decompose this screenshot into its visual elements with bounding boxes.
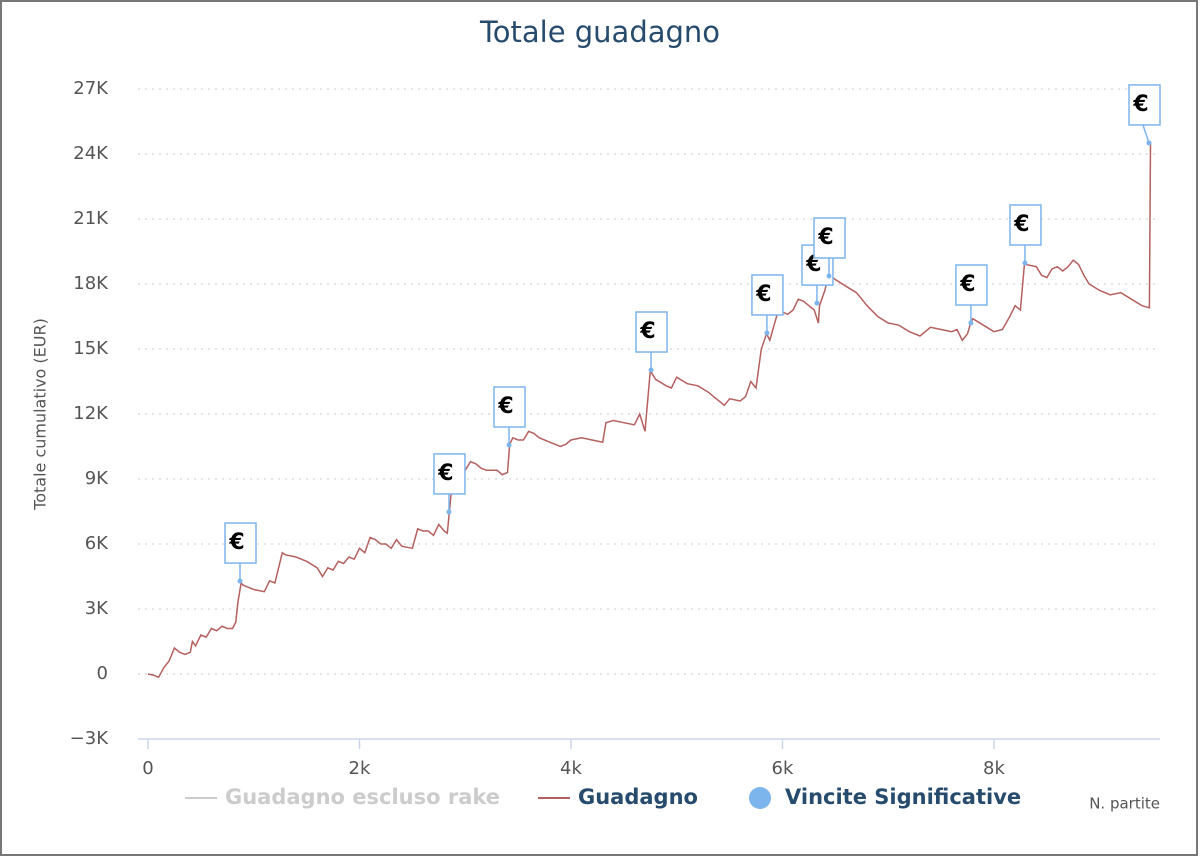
flag-label: € xyxy=(755,282,771,307)
flag-box xyxy=(1009,204,1042,246)
y-tick-label: 9K xyxy=(85,468,109,489)
legend-symbol xyxy=(749,787,771,809)
flag-box xyxy=(955,264,988,306)
x-tick-label: 0 xyxy=(142,758,153,779)
point xyxy=(814,300,820,306)
point xyxy=(826,273,832,279)
flag-label: € xyxy=(228,530,244,555)
y-tick-label: −3K xyxy=(70,728,110,749)
y-tick-label: 21K xyxy=(73,208,109,229)
flag-box xyxy=(813,217,846,259)
flag-label: € xyxy=(1132,92,1148,117)
point xyxy=(764,330,770,336)
y-tick-label: 0 xyxy=(97,663,108,684)
legend-label: Guadagno escluso rake xyxy=(225,785,500,809)
flag-box xyxy=(224,522,257,564)
point xyxy=(506,442,512,448)
legend-label: Guadagno xyxy=(578,785,698,809)
flag-label: € xyxy=(497,394,513,419)
flag-label: € xyxy=(817,225,833,250)
flag-box xyxy=(433,453,466,495)
flag-label: € xyxy=(1013,212,1029,237)
point xyxy=(1146,140,1152,146)
point xyxy=(446,509,452,515)
x-tick-label: 4k xyxy=(560,758,582,779)
point xyxy=(237,578,243,584)
y-tick-label: 15K xyxy=(73,338,109,359)
flag-box xyxy=(751,274,784,316)
legend-label: Vincite Significative xyxy=(785,785,1021,809)
y-tick-label: 12K xyxy=(73,403,109,424)
y-tick-label: 6K xyxy=(85,533,109,554)
flag-label: € xyxy=(959,272,975,297)
y-tick-label: 3K xyxy=(85,598,109,619)
point xyxy=(648,367,654,373)
y-tick-label: 24K xyxy=(73,143,109,164)
point xyxy=(968,320,974,326)
y-axis-title: Totale cumulativo (EUR) xyxy=(31,318,50,511)
flag-box xyxy=(493,386,526,428)
y-tick-label: 27K xyxy=(73,78,109,99)
x-tick-label: 8k xyxy=(983,758,1005,779)
flag-stem xyxy=(1142,124,1150,144)
x-tick-label: 2k xyxy=(349,758,371,779)
flag-box xyxy=(635,311,668,353)
flag-label: € xyxy=(437,461,453,486)
x-axis-title: N. partite xyxy=(1089,795,1160,813)
point xyxy=(1022,260,1028,266)
y-tick-label: 18K xyxy=(73,273,109,294)
plot-area: €€€€€€€€€€ xyxy=(147,84,1161,679)
x-tick-label: 6k xyxy=(772,758,794,779)
flag-box xyxy=(1128,84,1161,126)
flag-label: € xyxy=(639,319,655,344)
chart-title: Totale guadagno xyxy=(479,15,720,49)
